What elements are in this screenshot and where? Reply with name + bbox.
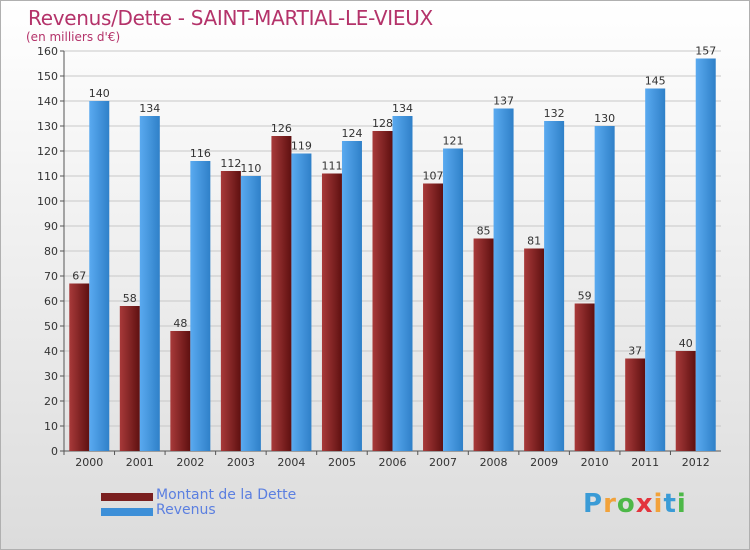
y-tick-label: 150 bbox=[37, 70, 58, 83]
y-tick-label: 160 bbox=[37, 45, 58, 58]
data-label-revenus: 157 bbox=[695, 45, 716, 58]
bar-dette bbox=[524, 248, 545, 451]
bar-dette bbox=[321, 173, 342, 451]
y-tick-label: 10 bbox=[44, 420, 58, 433]
x-tick-label: 2004 bbox=[277, 456, 305, 469]
bar-dette bbox=[220, 171, 241, 451]
y-tick-label: 60 bbox=[44, 295, 58, 308]
bar-dette bbox=[271, 136, 292, 451]
y-tick-label: 40 bbox=[44, 345, 58, 358]
y-tick-label: 20 bbox=[44, 395, 58, 408]
y-tick-label: 80 bbox=[44, 245, 58, 258]
data-label-dette: 81 bbox=[527, 235, 541, 248]
y-tick-label: 50 bbox=[44, 320, 58, 333]
data-label-revenus: 124 bbox=[341, 127, 362, 140]
bar-revenus bbox=[493, 108, 514, 451]
bar-dette bbox=[423, 183, 444, 451]
y-tick-label: 30 bbox=[44, 370, 58, 383]
data-label-revenus: 119 bbox=[291, 140, 312, 153]
y-tick-label: 110 bbox=[37, 170, 58, 183]
y-tick-label: 120 bbox=[37, 145, 58, 158]
bar-revenus bbox=[139, 116, 160, 451]
data-label-revenus: 110 bbox=[240, 162, 261, 175]
logo-letter: t bbox=[663, 489, 677, 519]
data-label-dette: 107 bbox=[423, 170, 444, 183]
x-tick-label: 2008 bbox=[480, 456, 508, 469]
data-label-revenus: 134 bbox=[392, 102, 413, 115]
y-tick-label: 0 bbox=[51, 445, 58, 458]
bar-revenus bbox=[392, 116, 413, 451]
chart-title: Revenus/Dette - SAINT-MARTIAL-LE-VIEUX bbox=[28, 6, 433, 30]
data-label-revenus: 130 bbox=[594, 112, 615, 125]
bar-revenus bbox=[190, 161, 211, 451]
data-label-dette: 67 bbox=[72, 270, 86, 283]
bar-dette bbox=[675, 351, 696, 451]
x-tick-label: 2003 bbox=[227, 456, 255, 469]
logo-letter: o bbox=[616, 489, 636, 519]
logo-letter: i bbox=[676, 489, 687, 519]
x-tick-label: 2002 bbox=[176, 456, 204, 469]
bar-dette bbox=[625, 358, 646, 451]
bar-revenus bbox=[240, 176, 261, 451]
x-tick-label: 2001 bbox=[126, 456, 154, 469]
y-tick-label: 140 bbox=[37, 95, 58, 108]
logo-letter: i bbox=[653, 489, 664, 519]
bar-revenus bbox=[341, 141, 362, 451]
proxiti-logo: Proxiti bbox=[583, 489, 687, 519]
bar-dette bbox=[170, 331, 191, 451]
data-label-revenus: 145 bbox=[645, 75, 666, 88]
chart-subtitle: (en milliers d'€) bbox=[26, 30, 121, 44]
y-tick-label: 100 bbox=[37, 195, 58, 208]
x-tick-label: 2011 bbox=[631, 456, 659, 469]
data-label-revenus: 137 bbox=[493, 95, 514, 108]
bar-revenus bbox=[291, 153, 312, 451]
logo-letter: P bbox=[583, 489, 604, 519]
bar-revenus bbox=[544, 121, 565, 451]
data-label-revenus: 132 bbox=[544, 107, 565, 120]
bar-dette bbox=[372, 131, 393, 451]
legend-label-dette: Montant de la Dette bbox=[156, 487, 297, 503]
bar-dette bbox=[119, 306, 140, 451]
y-tick-label: 130 bbox=[37, 120, 58, 133]
x-tick-label: 2007 bbox=[429, 456, 457, 469]
data-label-revenus: 134 bbox=[139, 102, 160, 115]
x-tick-label: 2010 bbox=[581, 456, 609, 469]
bar-revenus bbox=[594, 126, 615, 451]
x-tick-label: 2006 bbox=[379, 456, 407, 469]
bar-dette bbox=[574, 303, 595, 451]
data-label-dette: 111 bbox=[321, 160, 342, 173]
data-label-dette: 48 bbox=[173, 317, 187, 330]
data-label-dette: 128 bbox=[372, 117, 393, 130]
bar-dette bbox=[69, 283, 90, 451]
data-label-dette: 40 bbox=[679, 337, 693, 350]
data-label-dette: 59 bbox=[578, 290, 592, 303]
y-tick-label: 70 bbox=[44, 270, 58, 283]
bar-revenus bbox=[89, 101, 110, 451]
data-label-revenus: 121 bbox=[443, 135, 464, 148]
logo-letter: x bbox=[635, 489, 654, 519]
logo-letter: r bbox=[603, 489, 617, 519]
y-tick-label: 90 bbox=[44, 220, 58, 233]
data-label-dette: 37 bbox=[628, 345, 642, 358]
data-label-revenus: 140 bbox=[89, 87, 110, 100]
x-tick-label: 2009 bbox=[530, 456, 558, 469]
bar-revenus bbox=[443, 148, 464, 451]
bar-revenus bbox=[645, 88, 666, 451]
legend-label-revenus: Revenus bbox=[156, 502, 216, 518]
x-tick-label: 2005 bbox=[328, 456, 356, 469]
bar-revenus bbox=[695, 58, 716, 451]
x-tick-label: 2000 bbox=[75, 456, 103, 469]
data-label-dette: 126 bbox=[271, 122, 292, 135]
data-label-dette: 112 bbox=[220, 157, 241, 170]
data-label-dette: 58 bbox=[123, 292, 137, 305]
data-label-revenus: 116 bbox=[190, 147, 211, 160]
legend-swatch-dette bbox=[101, 493, 153, 501]
x-tick-label: 2012 bbox=[682, 456, 710, 469]
bar-dette bbox=[473, 238, 494, 451]
data-label-dette: 85 bbox=[477, 225, 491, 238]
legend-swatch-revenus bbox=[101, 508, 153, 516]
